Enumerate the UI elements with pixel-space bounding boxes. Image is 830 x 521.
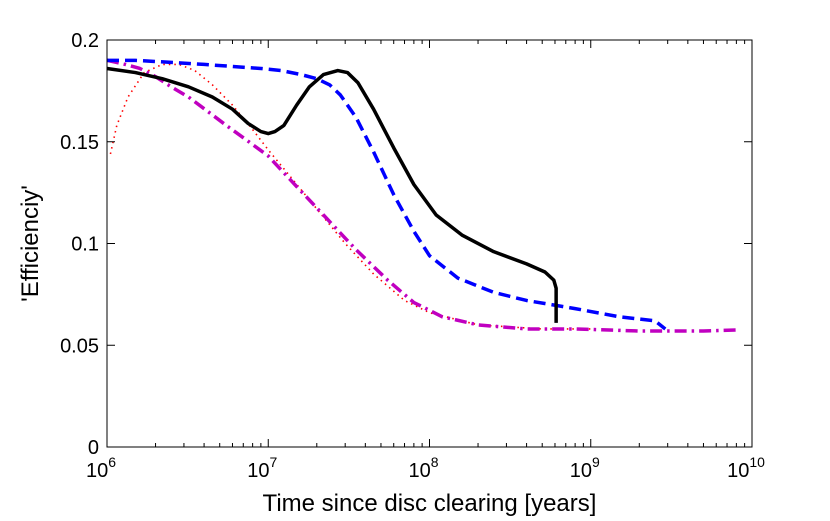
y-tick-label: 0.15 bbox=[60, 132, 99, 154]
x-tick-exponent: 9 bbox=[592, 454, 600, 470]
x-axis-label: Time since disc clearing [years] bbox=[263, 490, 597, 517]
x-tick-base: 10 bbox=[408, 460, 430, 482]
series-group bbox=[106, 58, 737, 333]
x-tick-exponent: 10 bbox=[749, 454, 765, 470]
series-line-red-dotted bbox=[109, 63, 591, 330]
x-tick-exponent: 6 bbox=[108, 454, 116, 470]
x-tick-label: 1010 bbox=[727, 454, 765, 482]
y-tick-group: 0 0.05 0.1 0.15 0.2 bbox=[60, 30, 752, 459]
series-line-black-solid bbox=[106, 66, 558, 323]
series-line-magenta-dashdot bbox=[106, 58, 737, 333]
y-tick-label: 0.05 bbox=[60, 335, 99, 357]
x-tick-base: 10 bbox=[247, 460, 269, 482]
x-tick-exponent: 8 bbox=[431, 454, 439, 470]
y-tick-label: 0 bbox=[88, 437, 99, 459]
y-tick-label: 0.2 bbox=[71, 30, 99, 52]
x-tick-base: 10 bbox=[570, 460, 592, 482]
x-tick-base: 10 bbox=[727, 460, 749, 482]
axes-frame bbox=[106, 39, 753, 448]
x-tick-label: 108 bbox=[408, 454, 438, 482]
x-tick-label: 106 bbox=[86, 454, 116, 482]
y-axis-label: 'Efficienciy' bbox=[17, 185, 44, 302]
x-tick-base: 10 bbox=[86, 460, 108, 482]
x-tick-group: 106 107 108 109 1010 bbox=[86, 40, 765, 482]
x-tick-label: 107 bbox=[247, 454, 277, 482]
x-tick-exponent: 7 bbox=[269, 454, 277, 470]
y-tick-label: 0.1 bbox=[71, 234, 99, 256]
series-line-blue-dashed bbox=[107, 58, 667, 331]
x-tick-label: 109 bbox=[570, 454, 600, 482]
